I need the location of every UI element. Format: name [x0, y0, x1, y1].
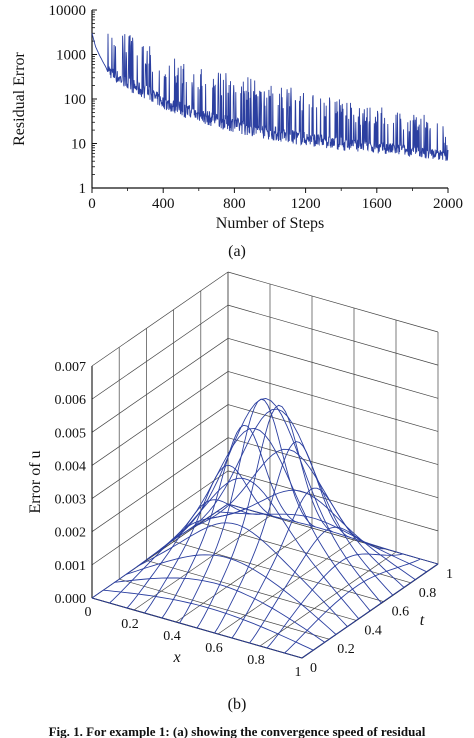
- residual-error-series: [91, 33, 449, 161]
- convergence-chart: 1 10 100 1000 10000 0 400 800 1200 1600 2000 Number…: [11, 3, 463, 232]
- z-tick-label: 0.006: [55, 393, 87, 408]
- wall-grid-line: [91, 470, 229, 566]
- subfigure-a-caption: (a): [228, 243, 246, 260]
- x-tick-label: 0.4: [163, 629, 181, 644]
- figure-caption: Fig. 1. For example 1: (a) showing the c…: [48, 724, 426, 738]
- wall-grid-line: [227, 371, 439, 432]
- wall-grid-line: [91, 271, 229, 367]
- z-tick-label: 0.000: [55, 592, 87, 607]
- wall-grid-line: [227, 337, 439, 399]
- x-tick-label: 2000: [433, 196, 463, 212]
- surface-mesh-line: [126, 499, 264, 609]
- x-tick-label: 400: [152, 196, 175, 212]
- wall-grid-line: [227, 404, 439, 465]
- surface-mesh-line: [144, 465, 281, 614]
- surface-mesh-line: [227, 503, 439, 565]
- floor-grid-line: [259, 551, 397, 647]
- z-tick-label: 0.005: [55, 426, 87, 441]
- subfigure-b-caption: (b): [227, 696, 247, 713]
- z-tick-label: 0.003: [55, 493, 87, 508]
- x-axis-label: Number of Steps: [216, 215, 324, 232]
- x-tick-label: 0.8: [247, 653, 265, 668]
- wall-grid-line: [227, 437, 439, 499]
- wall-grid-line: [91, 337, 229, 433]
- z-axis-label: Error of u: [27, 450, 44, 513]
- y-tick-label: 10000: [49, 3, 87, 19]
- y-tick-label: 1000: [56, 48, 86, 64]
- t-tick-label: 0.2: [337, 642, 355, 657]
- surface-mesh-line: [193, 448, 405, 588]
- surface-mesh-line: [284, 558, 421, 654]
- wall-grid-line: [227, 271, 439, 333]
- x-tick-label: 1600: [362, 196, 392, 212]
- wall-grid-line: [91, 371, 229, 466]
- y-axis-label: Residual Error: [11, 51, 28, 145]
- wall-grid-line: [91, 437, 229, 533]
- t-tick-label: 0.8: [419, 586, 437, 601]
- floor-grid-line: [175, 527, 313, 623]
- x-tick-label: 1200: [291, 196, 321, 212]
- z-tick-label: 0.002: [55, 526, 87, 541]
- x-tick-label: 0: [85, 605, 92, 620]
- floor-grid-line: [173, 541, 384, 602]
- wall-grid-line: [91, 304, 229, 400]
- x-tick-label: 0: [88, 196, 96, 212]
- y-tick-label: 100: [64, 92, 87, 108]
- wall-grid-line: [227, 470, 439, 532]
- z-tick-label: 0.004: [55, 459, 87, 474]
- x-axis-label: x: [172, 649, 180, 666]
- t-axis-label: t: [420, 612, 425, 629]
- x-tick-label: 800: [223, 196, 246, 212]
- x-tick-label: 1: [295, 665, 302, 680]
- surface-mesh-line: [182, 408, 394, 596]
- wall-grid-line: [91, 404, 229, 499]
- t-tick-label: 0.6: [392, 605, 410, 620]
- surface-mesh-line: [216, 511, 427, 573]
- x-tick-label: 0.2: [121, 617, 139, 632]
- z-tick-label: 0.001: [55, 559, 87, 574]
- y-tick-label: 1: [79, 181, 87, 197]
- wall-grid-line: [227, 304, 439, 366]
- z-tick-label: 0.007: [55, 360, 87, 375]
- floor-grid-line: [146, 560, 357, 621]
- x-tick-label: 0.6: [205, 641, 223, 656]
- t-tick-label: 0.4: [364, 623, 382, 638]
- y-tick-label: 10: [71, 137, 86, 153]
- floor-grid-line: [200, 522, 411, 584]
- error-surface-chart: 0.000 0.001 0.002 0.003 0.004 0.005 0.006 0.007…: [27, 271, 453, 680]
- floor-grid-line: [119, 578, 330, 640]
- surface-mesh-line: [301, 563, 439, 659]
- surface-mesh-line: [205, 489, 416, 580]
- t-tick-label: 1: [446, 567, 453, 582]
- t-tick-label: 0: [310, 661, 317, 676]
